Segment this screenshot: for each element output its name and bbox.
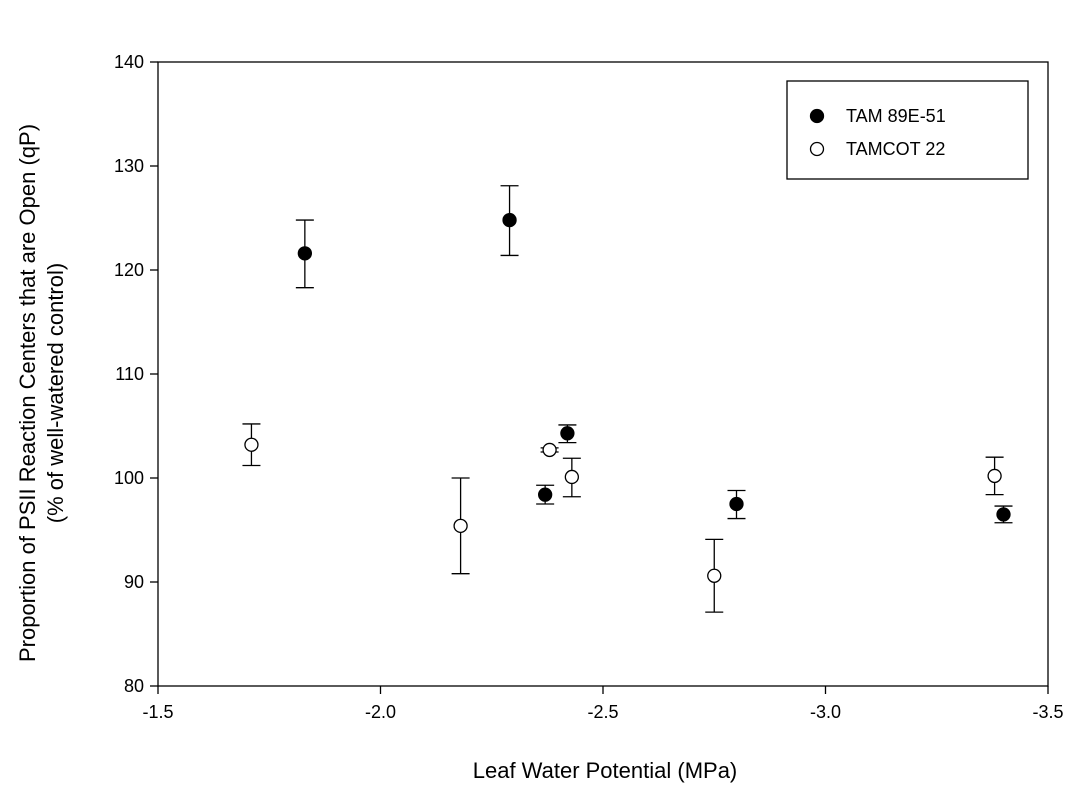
x-tick-label: -2.0 (365, 702, 396, 722)
x-tick-label: -3.5 (1032, 702, 1063, 722)
y-tick-label: 90 (124, 572, 144, 592)
y-tick-label: 80 (124, 676, 144, 696)
data-point (560, 426, 575, 441)
legend-marker-1 (809, 108, 825, 124)
y-tick-label: 130 (114, 156, 144, 176)
y-tick-label: 140 (114, 52, 144, 72)
series-2 (242, 423, 1004, 613)
y-tick-label: 120 (114, 260, 144, 280)
data-point (996, 507, 1011, 522)
axes: -1.5 -2.0 -2.5 -3.0 -3.5 80 90 100 110 120 130 140 (114, 52, 1064, 722)
data-point (244, 437, 259, 452)
legend-label-2: TAMCOT 22 (846, 139, 945, 159)
x-tick-label: -1.5 (142, 702, 173, 722)
data-point (538, 487, 553, 502)
y-tick-label: 100 (114, 468, 144, 488)
data-point (542, 442, 557, 458)
legend-label-1: TAM 89E-51 (846, 106, 946, 126)
data-point (729, 496, 744, 512)
x-tick-label: -2.5 (587, 702, 618, 722)
x-axis-label: Leaf Water Potential (MPa) (473, 758, 738, 783)
x-tick-label: -3.0 (810, 702, 841, 722)
y-tick-label: 110 (115, 364, 144, 384)
legend: TAM 89E-51 TAMCOT 22 (786, 80, 1029, 180)
y-axis-label-line2: (% of well-watered control) (43, 263, 68, 523)
series-1 (295, 185, 1013, 524)
data-point (502, 212, 517, 228)
data-point (453, 518, 468, 533)
data-point (297, 246, 313, 261)
data-point (987, 468, 1002, 484)
legend-marker-2 (809, 141, 825, 157)
data-point (564, 469, 579, 485)
data-point (707, 568, 722, 583)
legend-box (786, 80, 1029, 180)
data-marks (242, 185, 1013, 613)
y-axis-label-line1: Proportion of PSII Reaction Centers that… (15, 124, 40, 662)
